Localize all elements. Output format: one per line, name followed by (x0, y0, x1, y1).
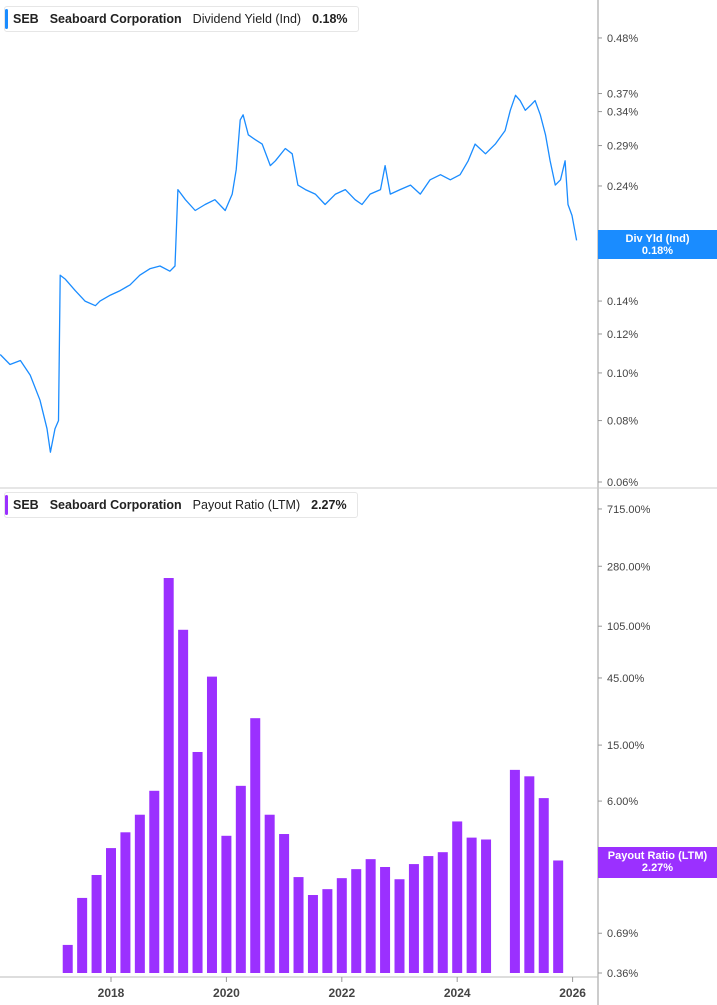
payout-bar (149, 790, 160, 973)
payout-bar (336, 878, 347, 973)
legend-company: Seaboard Corporation (49, 498, 182, 512)
legend-ticker: SEB (13, 498, 39, 512)
legend-metric: Payout Ratio (LTM) (192, 498, 301, 512)
y-tick-label: 45.00% (607, 673, 645, 685)
x-tick-label: 2026 (559, 986, 586, 1000)
payout-bar (264, 814, 275, 973)
payout-bar (437, 852, 448, 973)
y-tick-label: 15.00% (607, 740, 645, 752)
tag-value: 2.27% (641, 862, 674, 874)
y-tick-label: 0.08% (607, 416, 638, 428)
payout-color-marker (5, 495, 8, 515)
y-tick-label: 105.00% (607, 621, 651, 633)
payout-bar (62, 944, 73, 973)
payout-bar (235, 785, 246, 973)
y-tick-label: 0.34% (607, 107, 638, 119)
x-tick-label: 2024 (444, 986, 471, 1000)
payout-bar (322, 889, 333, 973)
tag-label: Div Yld (Ind) (625, 233, 690, 245)
payout-bar (279, 834, 290, 973)
payout-bar (553, 860, 564, 973)
payout-bar (538, 798, 549, 973)
y-tick-label: 0.69% (607, 928, 638, 940)
y-tick-label: 0.14% (607, 296, 638, 308)
legend-ticker: SEB (13, 12, 39, 26)
payout-value-tag: Payout Ratio (LTM) 2.27% (598, 847, 717, 878)
payout-bar (524, 776, 535, 973)
y-tick-label: 6.00% (607, 796, 638, 808)
payout-bar (365, 859, 376, 973)
payout-panel (62, 578, 564, 973)
payout-bar (192, 751, 203, 973)
legend-company: Seaboard Corporation (49, 12, 182, 26)
y-tick-label: 0.48% (607, 33, 638, 45)
payout-bar (423, 856, 434, 973)
yield-value-tag: Div Yld (Ind) 0.18% (598, 230, 717, 259)
payout-bar (221, 835, 232, 973)
y-tick-label: 0.24% (607, 181, 638, 193)
payout-bar (106, 848, 116, 973)
payout-bar (134, 814, 145, 973)
payout-bar (394, 879, 405, 973)
yield-panel (0, 94, 578, 453)
y-tick-label: 0.37% (607, 89, 638, 101)
tag-value: 0.18% (641, 245, 674, 257)
yield-legend[interactable]: SEB Seaboard Corporation Dividend Yield … (4, 6, 359, 32)
y-tick-label: 0.29% (607, 141, 638, 153)
payout-bar (351, 869, 362, 973)
y-tick-label: 280.00% (607, 561, 651, 573)
legend-value: 2.27% (311, 498, 347, 512)
y-tick-label: 715.00% (607, 504, 651, 516)
legend-value: 0.18% (312, 12, 348, 26)
payout-bar (481, 839, 492, 973)
payout-bar (293, 877, 304, 973)
payout-bar (250, 718, 261, 973)
payout-bar (178, 629, 189, 973)
payout-bar (163, 578, 174, 973)
payout-legend[interactable]: SEB Seaboard Corporation Payout Ratio (L… (4, 492, 358, 518)
x-tick-label: 2022 (328, 986, 355, 1000)
payout-bar (408, 864, 419, 973)
y-tick-label: 0.12% (607, 329, 638, 341)
payout-bar (380, 867, 391, 973)
payout-bar (466, 837, 477, 973)
payout-bar (452, 821, 463, 973)
y-tick-label: 0.10% (607, 368, 638, 380)
x-tick-label: 2018 (98, 986, 125, 1000)
y-tick-label: 0.36% (607, 968, 638, 980)
payout-bar (509, 769, 520, 973)
payout-bar (91, 874, 102, 973)
x-tick-label: 2020 (213, 986, 240, 1000)
payout-bar (77, 897, 88, 973)
tag-label: Payout Ratio (LTM) (607, 850, 708, 862)
legend-metric: Dividend Yield (Ind) (192, 12, 302, 26)
y-tick-label: 0.06% (607, 477, 638, 489)
payout-bar (120, 832, 131, 973)
yield-line (0, 94, 578, 453)
payout-bar (307, 895, 318, 973)
yield-color-marker (5, 9, 8, 29)
payout-bar (206, 676, 217, 973)
